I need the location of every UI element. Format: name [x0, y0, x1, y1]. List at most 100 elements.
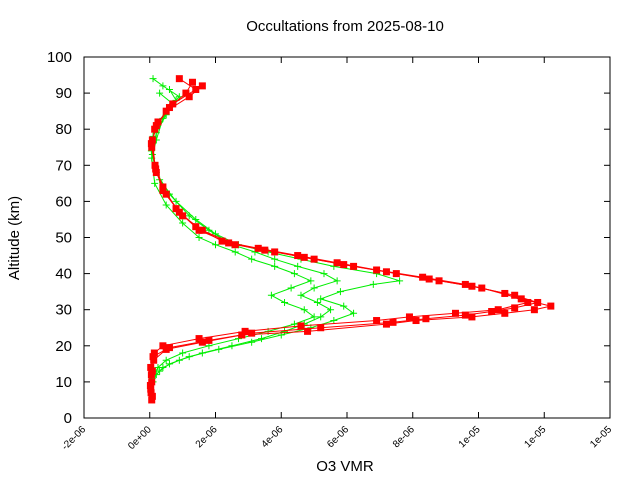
data-point — [405, 313, 413, 321]
data-point — [148, 392, 156, 400]
y-tick-label: 80 — [55, 121, 72, 138]
data-point — [154, 118, 162, 126]
data-point — [162, 356, 170, 364]
data-point — [147, 363, 155, 371]
data-point — [517, 295, 525, 303]
data-point — [198, 338, 206, 346]
data-point — [156, 367, 164, 375]
data-point — [313, 298, 321, 306]
y-tick-label: 60 — [55, 193, 72, 210]
data-point — [501, 309, 509, 317]
data-point — [185, 353, 193, 361]
data-point — [188, 78, 196, 86]
y-tick-label: 90 — [55, 85, 72, 102]
data-point — [248, 329, 256, 337]
data-point — [254, 244, 262, 252]
data-point — [412, 317, 420, 325]
data-point — [389, 318, 397, 326]
data-point — [524, 298, 532, 306]
data-point — [336, 288, 344, 296]
data-point — [461, 280, 469, 288]
data-point — [369, 280, 377, 288]
data-point — [281, 298, 289, 306]
data-point — [287, 284, 295, 292]
data-point — [501, 289, 509, 297]
y-tick-label: 10 — [55, 374, 72, 391]
y-tick-label: 40 — [55, 266, 72, 283]
data-point — [192, 215, 200, 223]
data-point — [192, 223, 200, 231]
data-point — [148, 396, 156, 404]
data-point — [179, 349, 187, 357]
data-point — [151, 125, 159, 133]
data-point — [271, 255, 279, 263]
data-point — [373, 266, 381, 274]
y-axis: 0 10 20 30 40 50 60 70 80 90 100 — [47, 49, 610, 427]
data-point — [148, 378, 156, 386]
data-point — [148, 136, 156, 144]
data-point — [215, 345, 223, 353]
data-point — [297, 322, 305, 330]
x-tick-label: 1e-05 — [457, 424, 483, 450]
x-tick-label: 1e-05 — [588, 424, 614, 450]
data-point — [327, 306, 335, 314]
data-point — [511, 291, 519, 299]
data-point — [195, 226, 203, 234]
data-point — [159, 342, 167, 350]
data-point — [317, 295, 325, 303]
data-point — [300, 253, 308, 261]
data-point — [179, 219, 187, 227]
series-1-profile-1 — [148, 85, 404, 382]
data-point — [261, 246, 269, 254]
data-point — [267, 291, 275, 299]
data-point — [159, 187, 167, 195]
data-point — [547, 302, 555, 310]
series-1-profile-2 — [148, 89, 318, 379]
x-tick-label: 6e-06 — [325, 424, 351, 450]
data-point — [511, 304, 519, 312]
data-point — [333, 277, 341, 285]
data-point — [396, 277, 404, 285]
data-point — [198, 82, 206, 90]
data-point — [159, 82, 167, 90]
data-point — [340, 261, 348, 269]
profile-line — [150, 78, 530, 393]
y-tick-label: 20 — [55, 338, 72, 355]
x-tick-label: -2e-06 — [60, 424, 89, 453]
data-point — [488, 308, 496, 316]
data-point — [330, 317, 338, 325]
y-axis-label: Altitude (km) — [6, 196, 23, 280]
data-point — [150, 349, 158, 357]
x-tick-label: 0e+00 — [126, 424, 154, 452]
data-point — [317, 313, 325, 321]
data-point — [320, 270, 328, 278]
data-point — [248, 338, 256, 346]
data-point — [172, 205, 180, 213]
data-point — [340, 302, 348, 310]
y-tick-label: 0 — [64, 410, 72, 427]
data-point — [182, 89, 190, 97]
data-point — [231, 241, 239, 249]
data-point — [290, 270, 298, 278]
data-point — [151, 179, 159, 187]
data-point — [422, 315, 430, 323]
data-point — [530, 306, 538, 314]
data-point — [146, 382, 154, 390]
data-point — [258, 335, 266, 343]
data-point — [248, 255, 256, 263]
x-axis: -2e-06 0e+00 2e-06 4e-06 6e-06 8e-06 1e-05 1e-0… — [60, 57, 614, 453]
data-point — [333, 259, 341, 267]
data-point — [281, 327, 289, 335]
data-point — [534, 298, 542, 306]
data-point — [307, 277, 315, 285]
data-point — [373, 317, 381, 325]
profile-line — [151, 89, 400, 379]
data-point — [451, 309, 459, 317]
data-point — [152, 169, 160, 177]
data-layer — [146, 75, 555, 404]
data-point — [300, 306, 308, 314]
y-tick-label: 70 — [55, 157, 72, 174]
data-point — [310, 284, 318, 292]
data-point — [297, 291, 305, 299]
data-point — [165, 344, 173, 352]
